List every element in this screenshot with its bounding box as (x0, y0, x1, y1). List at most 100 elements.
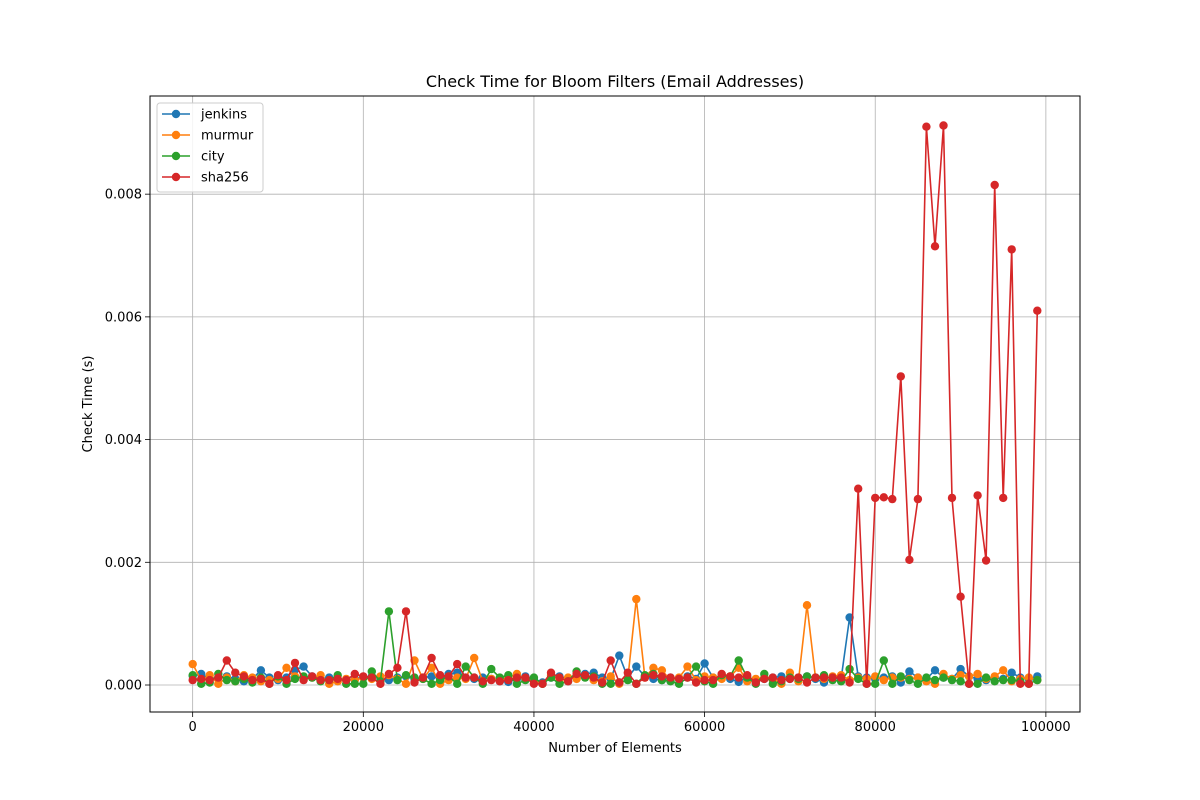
data-point-sha256 (734, 673, 743, 682)
data-point-city (888, 679, 897, 688)
data-point-sha256 (606, 656, 615, 665)
data-point-sha256 (794, 673, 803, 682)
data-point-sha256 (239, 672, 249, 681)
data-point-sha256 (290, 658, 300, 668)
data-point-city (623, 675, 632, 685)
data-point-city (981, 673, 991, 682)
data-point-murmur (683, 662, 692, 671)
data-point-sha256 (632, 679, 641, 688)
data-point-city (453, 679, 462, 688)
legend-marker (171, 109, 181, 119)
data-point-sha256 (367, 673, 376, 682)
data-point-sha256 (1024, 679, 1034, 688)
data-point-city (487, 664, 496, 674)
data-point-city (802, 672, 812, 681)
data-point-sha256 (316, 675, 325, 685)
data-point-sha256 (282, 675, 291, 685)
data-point-sha256 (325, 675, 334, 685)
data-point-jenkins (1007, 668, 1016, 677)
data-point-sha256 (444, 672, 453, 681)
data-point-sha256 (495, 677, 504, 686)
data-point-city (529, 673, 539, 682)
data-point-city (973, 679, 982, 688)
data-point-sha256 (1016, 679, 1025, 688)
data-point-city (1033, 675, 1042, 685)
data-point-sha256 (307, 672, 317, 681)
data-point-city (768, 679, 777, 688)
data-point-city (367, 667, 376, 676)
data-point-sha256 (862, 679, 871, 688)
data-point-sha256 (973, 491, 982, 500)
y-tick-label: 0.004 (105, 433, 142, 448)
data-point-sha256 (376, 679, 385, 688)
data-point-sha256 (964, 679, 974, 688)
data-point-city (896, 672, 905, 681)
data-point-sha256 (427, 653, 436, 663)
legend: jenkins murmur city sha256 (156, 102, 264, 193)
data-point-city (691, 662, 701, 671)
x-axis-label: Number of Elements (548, 741, 682, 756)
data-point-sha256 (956, 592, 965, 601)
data-point-city (606, 679, 615, 688)
legend-label: city (201, 150, 225, 165)
data-point-sha256 (666, 673, 675, 682)
data-point-city (512, 679, 522, 688)
data-point-murmur (632, 594, 641, 604)
data-point-sha256 (384, 669, 394, 679)
data-point-sha256 (700, 675, 709, 685)
series-line-sha256 (192, 124, 1039, 685)
data-point-sha256 (546, 668, 556, 677)
data-point-sha256 (538, 679, 547, 688)
data-point-murmur (427, 663, 436, 672)
series-sha256 (188, 121, 1042, 688)
legend-marker (171, 172, 181, 182)
data-point-sha256 (802, 678, 812, 687)
data-point-sha256 (580, 671, 590, 680)
data-point-sha256 (214, 673, 223, 682)
data-point-sha256 (487, 675, 496, 685)
data-point-jenkins (256, 666, 266, 675)
data-point-city (922, 673, 931, 682)
data-point-city (913, 679, 923, 688)
data-point-city (427, 679, 436, 688)
data-point-sha256 (529, 679, 539, 688)
data-point-sha256 (572, 669, 581, 679)
data-point-sha256 (896, 372, 905, 381)
data-point-sha256 (589, 673, 598, 682)
data-point-jenkins (632, 662, 641, 671)
data-point-sha256 (751, 678, 760, 687)
data-point-jenkins (956, 664, 965, 674)
data-point-sha256 (640, 673, 650, 682)
data-point-sha256 (359, 672, 368, 681)
data-point-sha256 (726, 672, 735, 681)
data-point-sha256 (743, 671, 752, 680)
data-point-sha256 (913, 494, 923, 504)
data-point-city (939, 673, 948, 682)
data-point-sha256 (350, 669, 359, 679)
data-point-murmur (401, 679, 411, 688)
data-point-sha256 (435, 671, 445, 680)
data-point-city (956, 677, 965, 686)
data-point-city (290, 674, 300, 684)
legend-label: jenkins (200, 108, 247, 123)
y-tick-label: 0.002 (105, 556, 142, 571)
data-point-sha256 (478, 677, 487, 686)
data-point-murmur (802, 601, 812, 610)
data-point-murmur (606, 672, 615, 681)
data-point-murmur (214, 679, 223, 688)
data-point-murmur (188, 659, 197, 669)
data-point-sha256 (1033, 306, 1042, 315)
data-point-murmur (956, 671, 965, 680)
x-tick-label: 80000 (855, 720, 896, 735)
legend-item-murmur: murmur (162, 129, 254, 144)
data-point-sha256 (418, 673, 428, 682)
data-point-sha256 (299, 675, 308, 685)
data-point-sha256 (205, 675, 214, 685)
data-point-city (555, 679, 564, 688)
data-point-sha256 (777, 675, 786, 685)
data-point-murmur (913, 673, 923, 682)
data-point-murmur (470, 653, 479, 663)
data-point-sha256 (811, 673, 820, 682)
data-point-city (231, 677, 240, 686)
data-point-sha256 (905, 555, 914, 564)
